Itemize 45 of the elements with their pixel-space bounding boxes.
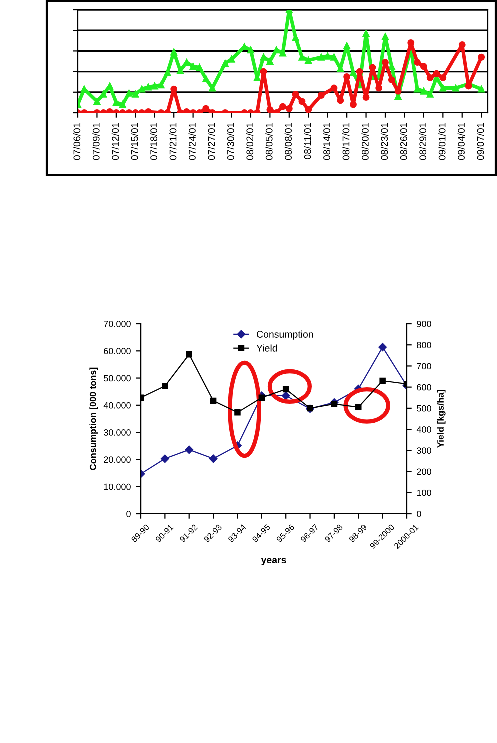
- x-tick-label: 08/26/01: [400, 123, 408, 160]
- y2-tick-label: 700: [417, 363, 432, 370]
- y2-tick-label: 0: [417, 510, 422, 518]
- y-tick-label: 50.000: [104, 375, 131, 382]
- y-tick-label: 70.000: [104, 320, 131, 328]
- y2-tick-label: 200: [417, 468, 432, 476]
- x-tick-label: 08/29/01: [419, 123, 427, 160]
- y-tick-label: 0: [126, 510, 131, 518]
- x-tick-label: 07/12/01: [112, 123, 120, 160]
- legend-label: Consumption: [257, 330, 314, 340]
- x-tick-label: 07/18/01: [150, 123, 158, 160]
- x-tick-label: 08/08/01: [284, 123, 292, 160]
- x-tick-label: 08/02/01: [246, 123, 254, 160]
- x-tick-label: 09/04/01: [458, 123, 465, 160]
- y-tick-label: 30.000: [104, 430, 131, 436]
- x-tick-label: 08/05/01: [266, 123, 273, 160]
- x-tick-label: 07/30/01: [227, 123, 234, 160]
- y-tick-label: 20.000: [104, 456, 131, 464]
- x-tick-label: 07/24/01: [188, 123, 196, 160]
- y-axis-title: Consumption [000 tons]: [90, 368, 98, 470]
- y2-tick-label: 300: [417, 448, 432, 454]
- x-tick-label: 09/01/01: [438, 123, 446, 160]
- x-axis-title: years: [261, 558, 286, 566]
- x-tick-label: 08/11/01: [304, 123, 312, 160]
- x-tick-label: 07/15/01: [131, 123, 138, 160]
- x-tick-label: 09/07/01: [477, 123, 484, 160]
- y2-axis-title: Yield [kgs/ha]: [437, 390, 446, 448]
- y-tick-label: 40.000: [104, 402, 131, 409]
- y-tick-label: 10.000: [104, 484, 131, 490]
- y2-tick-label: 400: [416, 426, 432, 433]
- y2-tick-label: 500: [417, 405, 432, 412]
- y2-tick-label: 800: [417, 342, 432, 348]
- x-tick-label: 08/23/01: [380, 123, 388, 160]
- y2-tick-label: 600: [417, 384, 432, 391]
- legend-label: Yield: [256, 344, 278, 352]
- x-tick-label: 07/09/01: [92, 123, 100, 160]
- y2-tick-label: 900: [417, 320, 432, 328]
- x-tick-label: 07/21/01: [170, 123, 177, 160]
- y2-tick-label: 100: [417, 490, 432, 496]
- x-tick-label: 07/27/01: [208, 123, 216, 160]
- y-tick-label: 60.000: [104, 348, 131, 355]
- x-tick-label: 08/14/01: [323, 123, 330, 160]
- x-tick-label: 07/06/01: [73, 123, 81, 160]
- x-tick-label: 08/20/01: [362, 123, 369, 160]
- x-tick-label: 08/17/01: [342, 123, 350, 160]
